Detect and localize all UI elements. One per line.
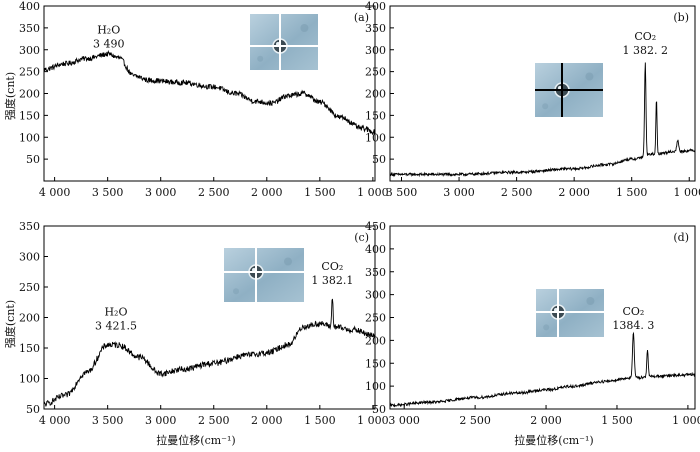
x-tick-label: 2 000 bbox=[251, 186, 283, 199]
y-tick-label: 400 bbox=[19, 0, 40, 13]
y-tick-label: 100 bbox=[365, 380, 386, 393]
x-tick-label: 3 000 bbox=[145, 186, 177, 199]
y-tick-label: 100 bbox=[365, 131, 386, 144]
y-tick-label: 350 bbox=[365, 22, 386, 35]
x-tick-label: 1 000 bbox=[357, 414, 389, 427]
x-tick-label: 1 500 bbox=[304, 414, 336, 427]
peak-annotation: H₂O bbox=[104, 306, 127, 319]
y-tick-label: 300 bbox=[19, 251, 40, 264]
y-tick-label: 100 bbox=[19, 131, 40, 144]
spectrum-line bbox=[43, 49, 376, 136]
peak-annotation: CO₂ bbox=[622, 305, 644, 318]
y-tick-label: 100 bbox=[19, 373, 40, 386]
x-tick-label: 2 500 bbox=[459, 414, 491, 427]
y-tick-label: 150 bbox=[19, 342, 40, 355]
y-tick-label: 300 bbox=[19, 44, 40, 57]
spectrum-line bbox=[389, 62, 696, 178]
x-tick-label: 4 000 bbox=[39, 414, 71, 427]
inclusion-photo bbox=[224, 248, 304, 302]
x-tick-label: 1 000 bbox=[673, 186, 700, 199]
x-tick-label: 1 500 bbox=[616, 186, 648, 199]
y-tick-label: 50 bbox=[372, 153, 386, 166]
plot-frame bbox=[43, 225, 376, 410]
peak-annotation: CO₂ bbox=[634, 30, 656, 43]
x-tick-label: 3 000 bbox=[443, 186, 475, 199]
x-tick-label: 1 000 bbox=[357, 186, 389, 199]
y-tick-label: 50 bbox=[372, 403, 386, 416]
y-tick-label: 400 bbox=[365, 0, 386, 13]
peak-annotation: 3 421.5 bbox=[95, 320, 137, 333]
y-tick-label: 350 bbox=[19, 22, 40, 35]
panel-letter: (a) bbox=[354, 11, 369, 24]
panel-2: 50 100 150 200 250 300 350 4 000 3 500 3 000 2 500… bbox=[19, 220, 389, 427]
y-tick-label: 350 bbox=[19, 220, 40, 233]
peak-annotation: 1 382.1 bbox=[311, 274, 353, 287]
x-axis-label-right: 拉曼位移(cm⁻¹) bbox=[514, 433, 593, 447]
peak-annotation: CO₂ bbox=[321, 260, 343, 273]
y-tick-label: 200 bbox=[365, 334, 386, 347]
panel-letter: (d) bbox=[673, 231, 689, 244]
panel-3: 50 100 150 200 250 300 350 400 450 3 000 2 500 2 00… bbox=[365, 220, 700, 427]
panel-letter: (b) bbox=[673, 11, 689, 24]
y-tick-label: 50 bbox=[26, 403, 40, 416]
x-axis-label-left: 拉曼位移(cm⁻¹) bbox=[156, 433, 235, 447]
y-tick-label: 150 bbox=[365, 109, 386, 122]
x-tick-label: 2 000 bbox=[530, 414, 562, 427]
x-tick-label: 2 500 bbox=[501, 186, 533, 199]
plot-frame bbox=[43, 5, 376, 182]
panel-letter: (c) bbox=[354, 231, 369, 244]
x-tick-label: 2 500 bbox=[198, 186, 230, 199]
x-tick-label: 1 500 bbox=[304, 186, 336, 199]
y-tick-label: 200 bbox=[19, 88, 40, 101]
x-tick-label: 1 000 bbox=[672, 414, 700, 427]
x-tick-label: 2 000 bbox=[251, 414, 283, 427]
panel-0: 50 100 150 200 250 300 350 400 4 000 3 500 3 000 2 … bbox=[19, 0, 389, 199]
x-tick-label: 3 500 bbox=[386, 186, 418, 199]
y-tick-label: 150 bbox=[365, 357, 386, 370]
y-tick-label: 250 bbox=[365, 66, 386, 79]
x-tick-label: 4 000 bbox=[39, 186, 71, 199]
x-tick-label: 3 000 bbox=[388, 414, 420, 427]
spectrum-line bbox=[389, 331, 696, 408]
y-tick-label: 250 bbox=[365, 312, 386, 325]
y-tick-label: 400 bbox=[365, 243, 386, 256]
peak-annotation: 1384. 3 bbox=[612, 319, 654, 332]
panel-1: 50 100 150 200 250 300 350 400 3 500 3 000 2 500 2 … bbox=[365, 0, 700, 199]
y-tick-label: 150 bbox=[19, 109, 40, 122]
x-tick-label: 2 000 bbox=[558, 186, 590, 199]
x-tick-label: 3 500 bbox=[92, 414, 124, 427]
x-tick-label: 3 500 bbox=[92, 186, 124, 199]
y-tick-label: 250 bbox=[19, 281, 40, 294]
x-tick-label: 2 500 bbox=[198, 414, 230, 427]
y-tick-label: 200 bbox=[19, 312, 40, 325]
inclusion-photo bbox=[535, 63, 603, 117]
x-tick-label: 3 000 bbox=[145, 414, 177, 427]
inclusion-photo bbox=[250, 14, 318, 70]
inclusion-photo bbox=[536, 289, 604, 337]
y-tick-label: 300 bbox=[365, 289, 386, 302]
y-tick-label: 200 bbox=[365, 88, 386, 101]
peak-annotation: 3 490 bbox=[93, 38, 125, 51]
peak-annotation: 1 382. 2 bbox=[623, 44, 668, 57]
peak-annotation: H₂O bbox=[97, 24, 120, 37]
spectrum-line bbox=[43, 298, 376, 407]
y-tick-label: 250 bbox=[19, 66, 40, 79]
y-tick-label: 50 bbox=[26, 153, 40, 166]
x-tick-label: 1 500 bbox=[601, 414, 633, 427]
y-axis-label-top: 强度(cnt) bbox=[3, 72, 17, 120]
y-tick-label: 300 bbox=[365, 44, 386, 57]
y-axis-label-bottom: 强度(cnt) bbox=[3, 300, 17, 348]
y-tick-label: 350 bbox=[365, 266, 386, 279]
y-tick-label: 450 bbox=[365, 220, 386, 233]
